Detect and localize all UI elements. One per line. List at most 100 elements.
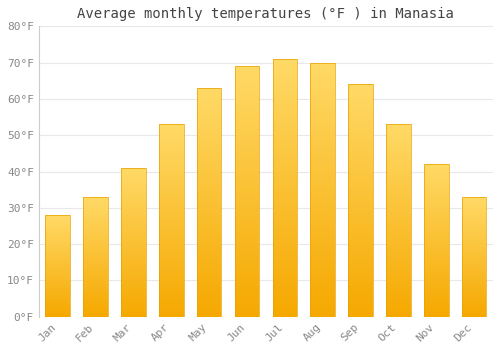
Bar (197, 94, 222, 95)
Bar (197, 137, 222, 138)
Bar (84, 277, 108, 278)
Bar (424, 243, 448, 244)
Bar (234, 229, 260, 230)
Bar (310, 211, 335, 212)
Bar (348, 253, 373, 254)
Bar (197, 93, 222, 94)
Bar (197, 91, 222, 93)
Bar (46, 219, 70, 220)
Bar (348, 172, 373, 173)
Bar (159, 264, 184, 265)
Bar (386, 216, 410, 217)
Bar (310, 300, 335, 302)
Bar (234, 72, 260, 74)
Bar (121, 301, 146, 302)
Bar (197, 144, 222, 145)
Bar (386, 168, 410, 169)
Bar (272, 73, 297, 75)
Bar (462, 211, 486, 212)
Bar (159, 236, 184, 237)
Bar (272, 229, 297, 230)
Bar (272, 90, 297, 91)
Bar (84, 304, 108, 305)
Bar (159, 198, 184, 200)
Bar (121, 305, 146, 306)
Bar (386, 175, 410, 176)
Bar (272, 290, 297, 291)
Bar (197, 96, 222, 97)
Bar (310, 256, 335, 257)
Bar (272, 183, 297, 184)
Bar (272, 148, 297, 149)
Bar (462, 231, 486, 232)
Bar (386, 314, 410, 315)
Bar (84, 218, 108, 219)
Bar (84, 287, 108, 288)
Bar (159, 191, 184, 192)
Bar (348, 94, 373, 95)
Bar (197, 303, 222, 304)
Bar (84, 274, 108, 275)
Bar (462, 221, 486, 222)
Bar (46, 314, 70, 315)
Bar (462, 280, 486, 281)
Bar (272, 234, 297, 236)
Bar (348, 128, 373, 130)
Bar (272, 248, 297, 250)
Bar (46, 217, 70, 218)
Bar (348, 98, 373, 99)
Bar (159, 281, 184, 282)
Bar (234, 89, 260, 90)
Bar (348, 272, 373, 273)
Bar (159, 245, 184, 246)
Bar (386, 251, 410, 252)
Bar (462, 227, 486, 228)
Bar (197, 129, 222, 130)
Bar (348, 261, 373, 262)
Bar (462, 256, 486, 257)
Bar (121, 184, 146, 185)
Bar (272, 203, 297, 205)
Bar (310, 115, 335, 116)
Bar (46, 224, 70, 225)
Bar (121, 310, 146, 311)
Bar (424, 175, 448, 176)
Bar (386, 245, 410, 246)
Bar (348, 227, 373, 229)
Bar (424, 194, 448, 195)
Bar (159, 201, 184, 202)
Bar (234, 263, 260, 264)
Bar (348, 106, 373, 108)
Bar (272, 294, 297, 295)
Bar (121, 227, 146, 228)
Bar (386, 144, 410, 145)
Bar (197, 268, 222, 269)
Bar (348, 197, 373, 198)
Bar (159, 223, 184, 224)
Bar (386, 132, 410, 133)
Bar (159, 147, 184, 148)
Bar (424, 211, 448, 212)
Bar (462, 303, 486, 304)
Bar (46, 260, 70, 261)
Bar (159, 259, 184, 260)
Bar (386, 129, 410, 130)
Bar (234, 176, 260, 178)
Bar (197, 261, 222, 262)
Bar (84, 233, 108, 234)
Bar (310, 305, 335, 307)
Bar (121, 185, 146, 186)
Bar (462, 236, 486, 237)
Bar (310, 94, 335, 96)
Bar (272, 139, 297, 140)
Bar (197, 214, 222, 215)
Bar (348, 181, 373, 182)
Bar (348, 125, 373, 126)
Bar (234, 168, 260, 169)
Bar (310, 188, 335, 190)
Bar (197, 279, 222, 280)
Bar (84, 270, 108, 271)
Bar (424, 253, 448, 254)
Bar (272, 215, 297, 216)
Bar (234, 66, 260, 317)
